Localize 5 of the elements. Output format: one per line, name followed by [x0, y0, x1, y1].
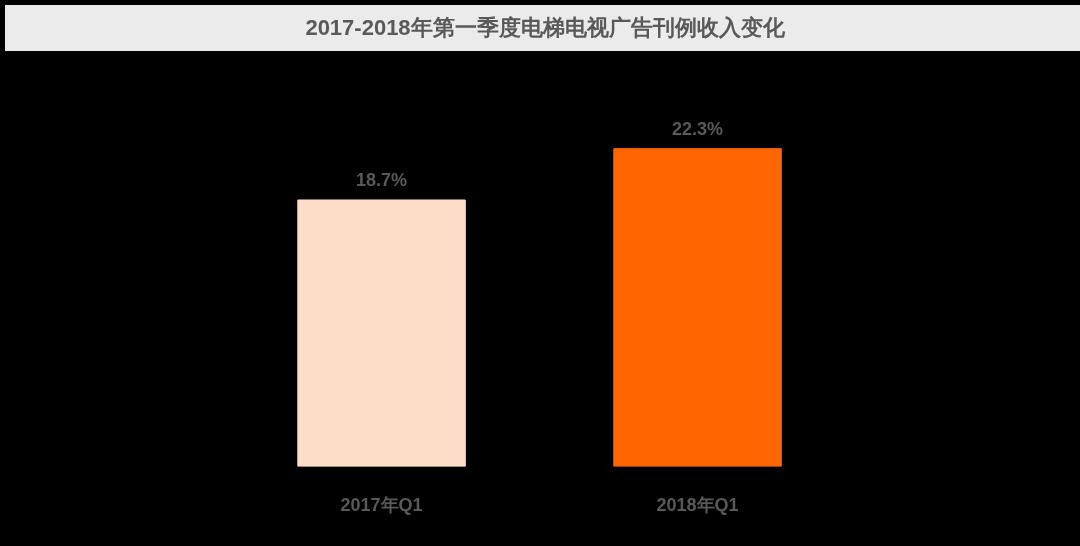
data-label: 18.7% [356, 169, 408, 190]
x-tick-label: 2018年Q1 [656, 494, 739, 515]
data-label: 22.3% [672, 118, 724, 139]
x-tick-label: 2017年Q1 [340, 494, 423, 515]
chart-title: 2017-2018年第一季度电梯电视广告刊例收入变化 [305, 14, 785, 42]
